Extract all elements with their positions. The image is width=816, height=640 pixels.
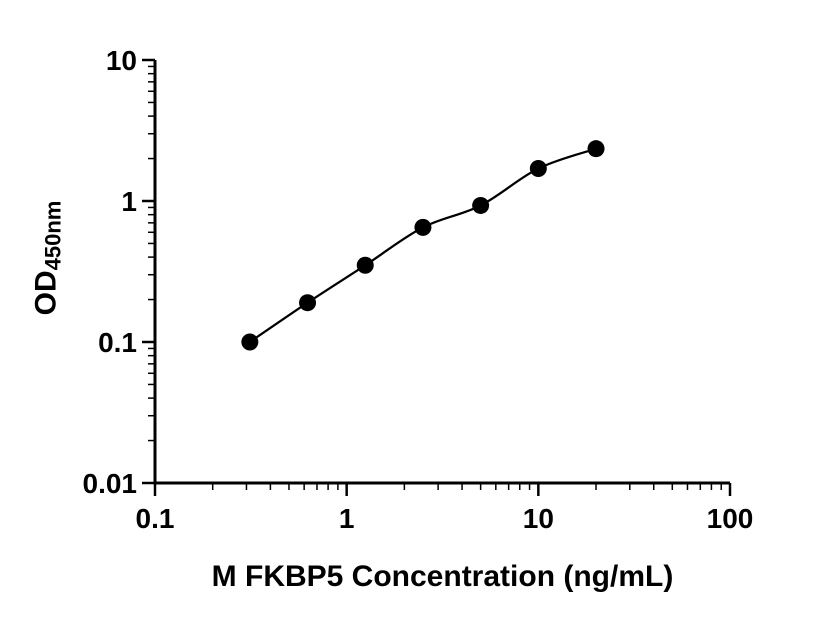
data-point [472, 196, 490, 214]
x-tick-label: 0.1 [136, 503, 175, 534]
data-point [587, 140, 605, 158]
y-tick-label: 0.1 [98, 327, 137, 358]
data-point [241, 333, 259, 351]
data-point [299, 294, 317, 312]
x-tick-label: 10 [523, 503, 554, 534]
y-axis-title-main: OD [29, 270, 63, 316]
y-axis-title: OD450nm [30, 201, 67, 316]
y-tick-label: 10 [106, 45, 137, 76]
y-axis-title-subscript: 450nm [40, 200, 66, 271]
standard-curve-line [249, 147, 597, 343]
y-tick-label: 1 [121, 186, 137, 217]
x-axis-title: M FKBP5 Concentration (ng/mL) [211, 560, 674, 593]
data-point [356, 256, 374, 274]
x-tick-label: 1 [339, 503, 355, 534]
x-tick-label: 100 [707, 503, 754, 534]
data-point [529, 160, 547, 178]
y-tick-label: 0.01 [83, 468, 138, 499]
data-point [414, 218, 432, 236]
